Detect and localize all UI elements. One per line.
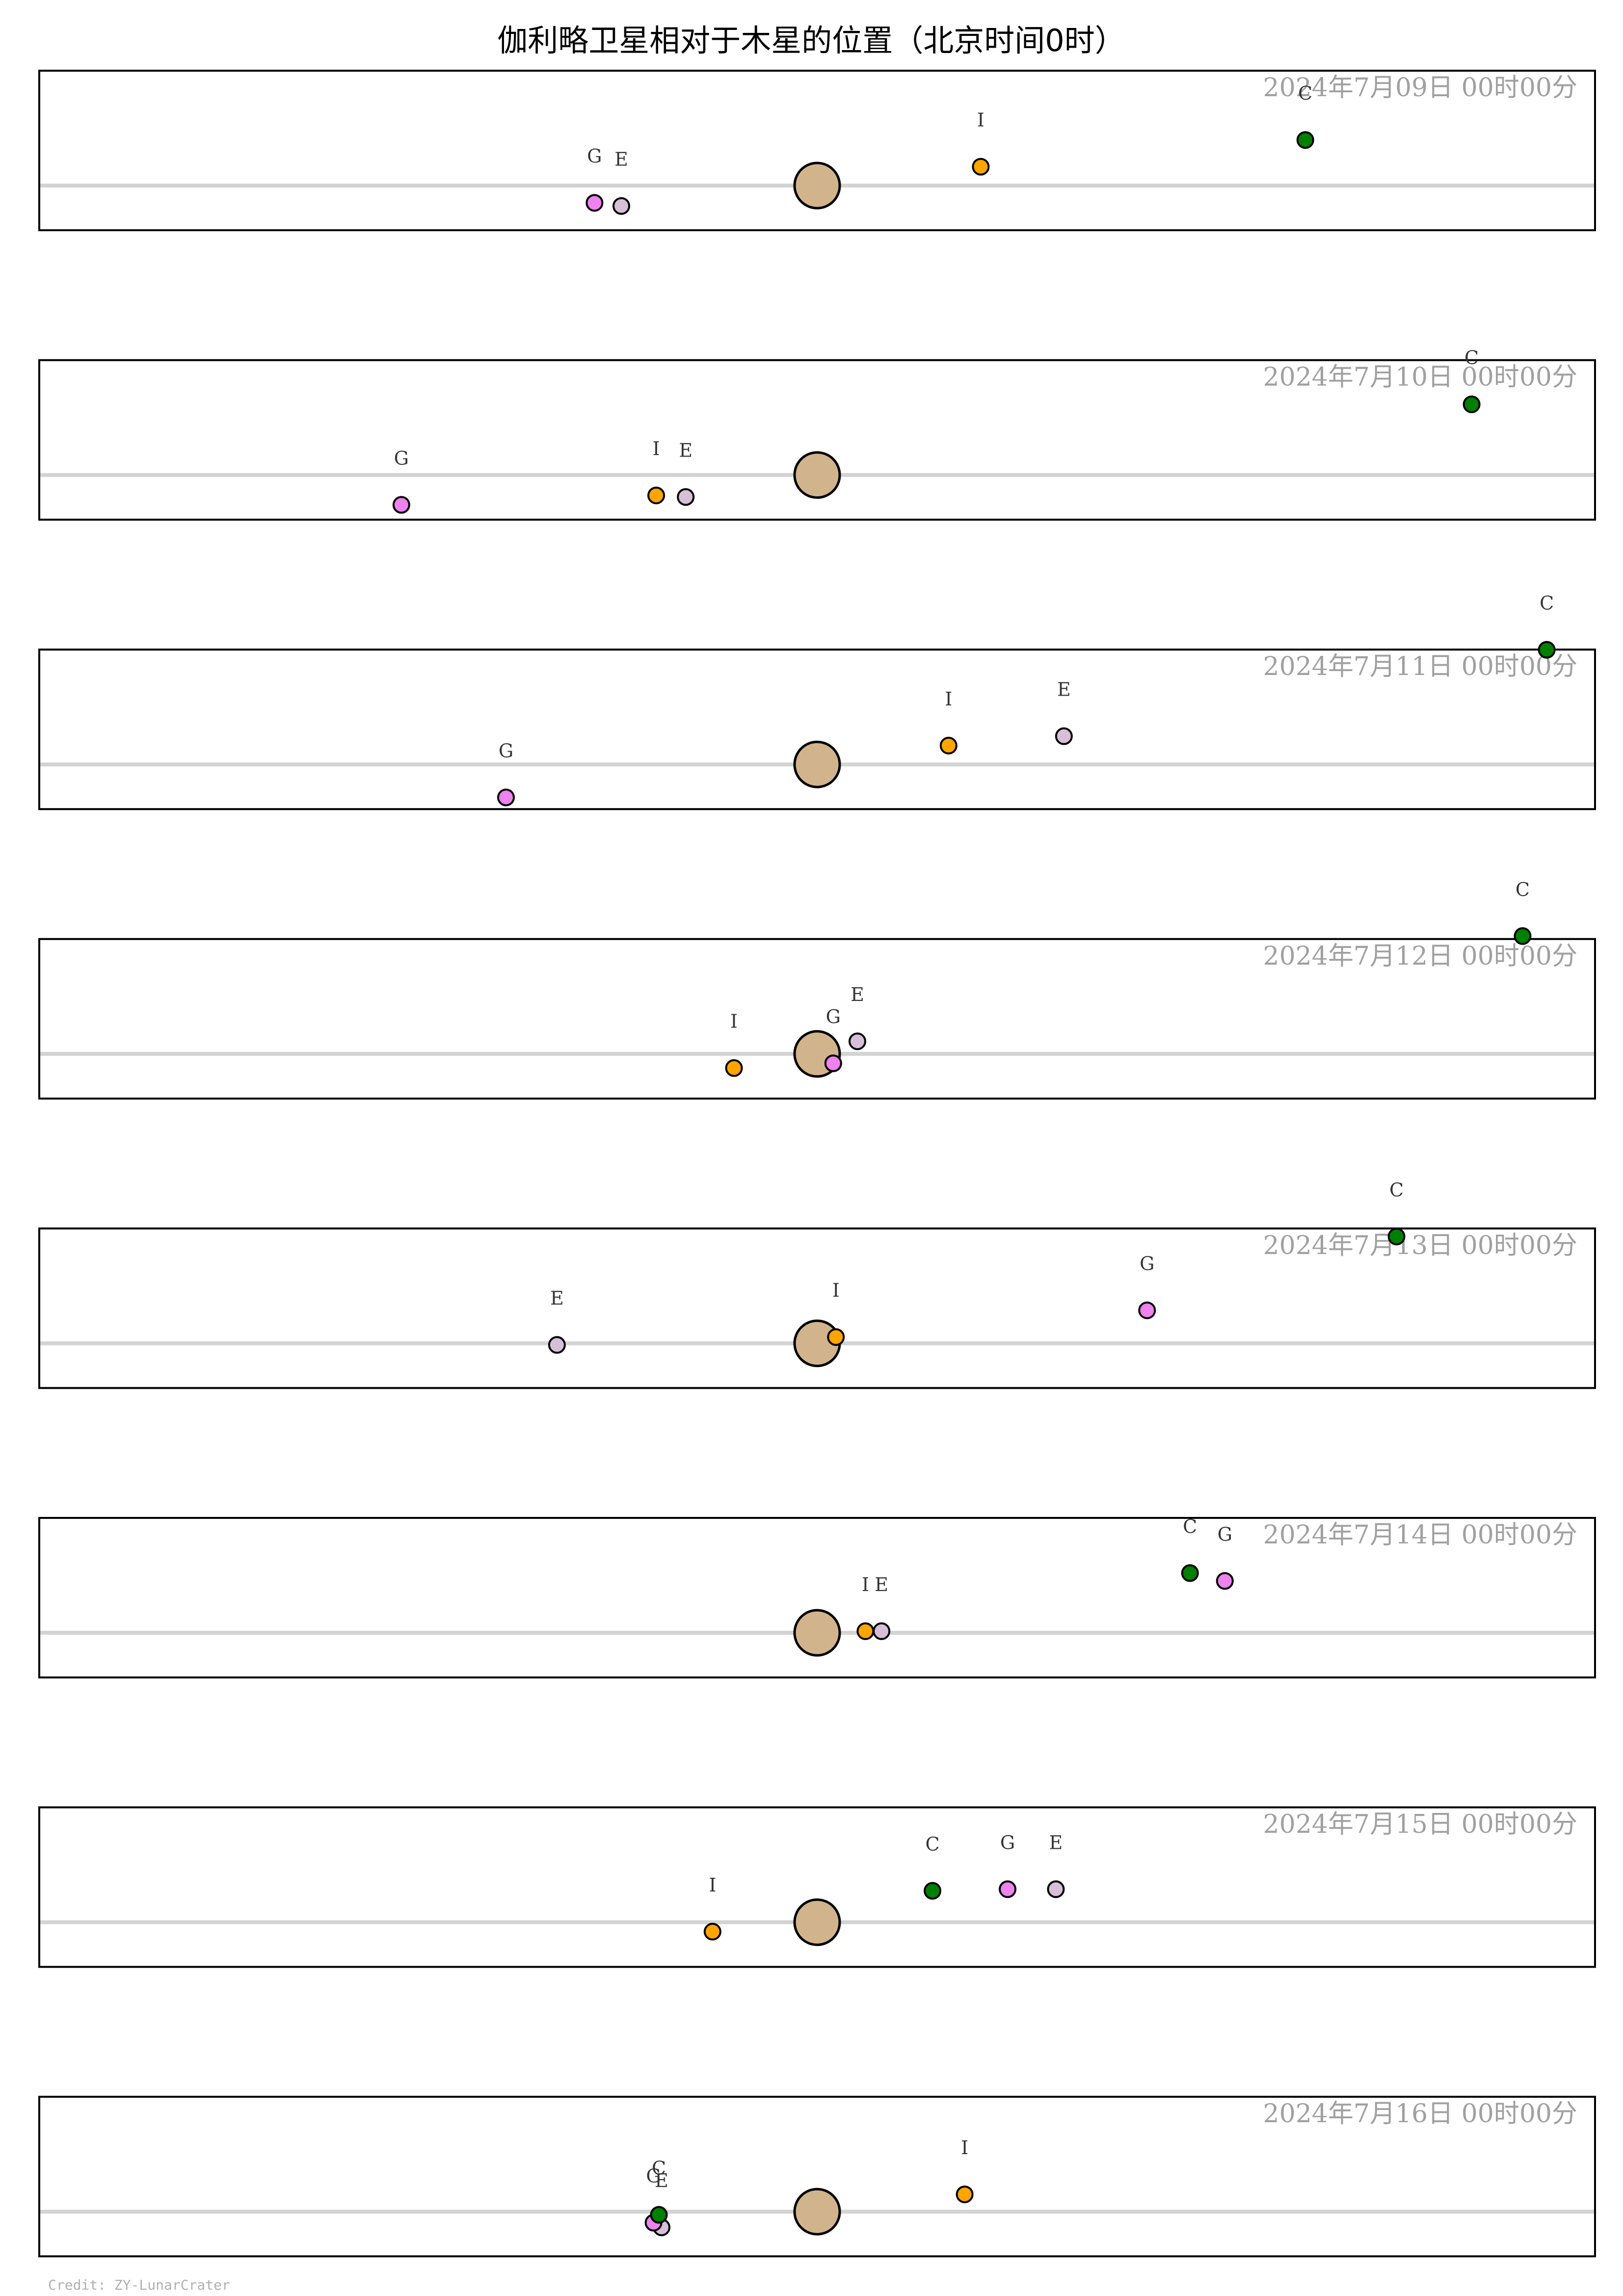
moon-marker (999, 1880, 1017, 1898)
moon-label: G (1140, 1253, 1154, 1274)
moon-label: I (945, 688, 952, 710)
moon-label: G (587, 145, 602, 167)
moon-label: E (851, 984, 864, 1005)
moon-marker (873, 1622, 891, 1640)
moon-label: E (550, 1288, 564, 1309)
panel-frame (38, 648, 1596, 810)
panel-date: 2024年7月14日 00时00分 (1263, 1520, 1577, 1550)
panel-frame (38, 1227, 1596, 1389)
panel-date: 2024年7月16日 00时00分 (1263, 2099, 1577, 2129)
moon-marker (1138, 1301, 1156, 1320)
panel-frame (38, 2096, 1596, 2258)
panel: 2024年7月13日 00时00分 I E G C (38, 1179, 1596, 1389)
moon-label: C (1183, 1515, 1197, 1537)
panel-date: 2024年7月12日 00时00分 (1263, 942, 1577, 971)
moon-marker (677, 488, 695, 506)
panel-date: 2024年7月11日 00时00分 (1263, 652, 1577, 681)
moon-label: C (1389, 1179, 1404, 1201)
panel: 2024年7月14日 00时00分 I E GC (38, 1515, 1596, 1678)
moon-label: E (1049, 1832, 1063, 1853)
panel: 2024年7月15日 00时00分 I E G C (38, 1806, 1596, 1968)
moon-label: G (499, 740, 513, 761)
panel-frame (38, 938, 1596, 1100)
moon-marker (647, 486, 665, 505)
panel-date: 2024年7月15日 00时00分 (1263, 1810, 1577, 1839)
moon-label: I (653, 438, 660, 459)
moon-marker (939, 736, 958, 755)
moon-label: I (961, 2137, 968, 2159)
moon-label: E (679, 439, 692, 461)
panel-date: 2024年7月09日 00时00分 (1263, 73, 1577, 103)
moon-marker (1296, 131, 1314, 149)
moon-label: C (925, 1834, 939, 1855)
panel: 2024年7月10日 00时00分 I E G C (38, 347, 1596, 521)
moon-label: C (1516, 879, 1530, 900)
moon-label: G (394, 447, 409, 469)
moon-label: E (655, 2170, 668, 2191)
moon-label: E (1057, 679, 1071, 701)
panel: 2024年7月09日 00时00分 I EG C (38, 70, 1596, 231)
moon-marker (392, 496, 410, 514)
panel-date: 2024年7月10日 00时00分 (1263, 363, 1577, 392)
moon-label: E (875, 1574, 888, 1595)
moon-marker (856, 1622, 875, 1640)
moon-marker (848, 1032, 866, 1051)
moon-marker (1514, 927, 1532, 945)
jupiter-disk (793, 1609, 841, 1657)
jupiter-disk (793, 162, 841, 210)
moon-label: C (1298, 82, 1312, 104)
jupiter-disk (793, 2188, 841, 2236)
moon-marker (725, 1059, 743, 1077)
moon-marker (1047, 1880, 1065, 1898)
moon-label: I (832, 1280, 840, 1301)
panel: 2024年7月12日 00时00分 I EG C (38, 879, 1596, 1100)
moon-label: I (730, 1011, 738, 1032)
moon-label: G (826, 1006, 841, 1027)
moon-marker (956, 2186, 974, 2203)
jupiter-disk (793, 740, 841, 788)
moon-label: I (977, 109, 984, 131)
moon-label: G (646, 2165, 661, 2187)
moon-marker (612, 197, 631, 215)
moon-marker (824, 1054, 842, 1072)
moon-label: G (1000, 1832, 1015, 1853)
moon-marker (1463, 395, 1481, 413)
moon-marker (1387, 1227, 1406, 1245)
moon-marker (924, 1882, 942, 1900)
moon-marker (548, 1336, 566, 1354)
moon-marker (497, 788, 515, 807)
moon-label: C (652, 2158, 666, 2179)
panel-frame (38, 1517, 1596, 1678)
jupiter-disk (793, 1898, 841, 1946)
moon-label: I (862, 1574, 869, 1595)
moon-marker (650, 2206, 668, 2224)
moon-label: C (1464, 347, 1479, 369)
moon-label: E (614, 149, 628, 170)
panel-frame (38, 70, 1596, 231)
moon-marker (1181, 1564, 1199, 1582)
panel-date: 2024年7月13日 00时00分 (1263, 1231, 1577, 1260)
panel: 2024年7月16日 00时00分 I EGC (38, 2096, 1596, 2258)
moon-marker (703, 1922, 721, 1941)
panel-frame (38, 1806, 1596, 1968)
panel: 2024年7月11日 00时00分 I E G C (38, 593, 1596, 810)
credit-text: Credit: ZY-LunarCrater (48, 2277, 230, 2293)
moon-marker (585, 194, 604, 212)
moon-marker (827, 1328, 845, 1346)
jupiter-disk (793, 451, 841, 499)
moon-marker (1055, 727, 1073, 745)
moon-label: C (1540, 593, 1554, 614)
moon-marker (972, 158, 990, 176)
figure-title: 伽利略卫星相对于木星的位置（北京时间0时） (497, 23, 1125, 58)
moon-label: I (709, 1874, 716, 1896)
moon-marker (1538, 641, 1556, 659)
moon-marker (1216, 1572, 1234, 1590)
panel-frame (38, 359, 1596, 521)
moon-label: G (1218, 1523, 1232, 1545)
